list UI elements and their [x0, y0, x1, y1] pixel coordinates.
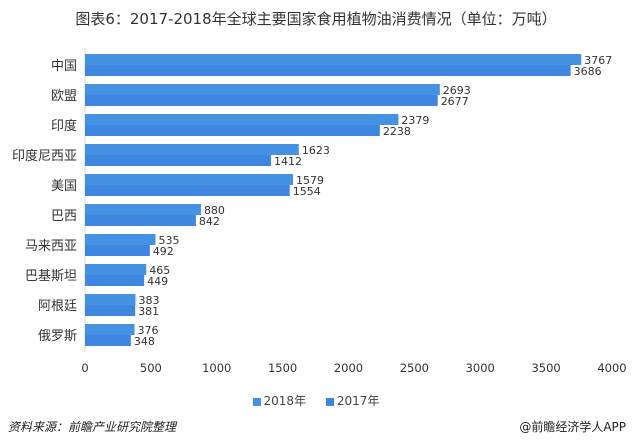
bar-2018 [85, 114, 399, 125]
category-label: 中国 [51, 59, 77, 74]
data-label: 381 [138, 305, 159, 318]
x-tick-label: 2000 [334, 361, 363, 375]
x-tick-label: 4000 [597, 361, 626, 375]
x-tick-label: 0 [81, 361, 88, 375]
bar-2018 [85, 324, 135, 335]
data-label: 1579 [296, 174, 324, 187]
x-tick-label: 500 [140, 361, 162, 375]
x-tick-label: 3500 [531, 361, 560, 375]
data-label: 2677 [441, 95, 469, 108]
bar-2017 [85, 215, 196, 226]
data-label: 348 [134, 335, 155, 348]
data-label: 842 [199, 215, 220, 228]
legend: 2018年 2017年 [0, 392, 632, 409]
bar-2018 [85, 294, 136, 305]
bar-2017 [85, 245, 150, 256]
bar-2017 [85, 65, 571, 76]
x-tick-label: 3000 [466, 361, 495, 375]
data-label: 880 [204, 204, 225, 217]
bar-2017 [85, 185, 290, 196]
category-label: 欧盟 [51, 89, 77, 104]
legend-item-2017: 2017年 [325, 392, 380, 409]
data-label: 2379 [401, 114, 429, 127]
data-label: 1412 [274, 155, 302, 168]
legend-swatch [252, 397, 261, 406]
legend-swatch [325, 397, 334, 406]
data-label: 1554 [293, 185, 321, 198]
brand-watermark: @前瞻经济学人APP [519, 420, 626, 434]
bar-2018 [85, 54, 582, 65]
data-label: 2238 [383, 125, 411, 138]
bar-2017 [85, 155, 272, 166]
data-label: 383 [138, 294, 159, 307]
data-label: 465 [149, 264, 170, 277]
x-tick-label: 2500 [400, 361, 429, 375]
bar-2017 [85, 125, 380, 136]
bar-2018 [85, 234, 156, 245]
category-label: 阿根廷 [38, 299, 77, 314]
bar-2018 [85, 174, 294, 185]
chart-title: 图表6：2017-2018年全球主要国家食用植物油消费情况（单位：万吨） [75, 10, 557, 28]
data-label: 3686 [574, 65, 602, 78]
data-label: 535 [158, 234, 179, 247]
data-label: 376 [138, 324, 159, 337]
bar-2018 [85, 84, 440, 95]
bar-2018 [85, 144, 299, 155]
data-label: 492 [153, 245, 174, 258]
category-label: 巴基斯坦 [25, 269, 77, 284]
data-label: 2693 [443, 84, 471, 97]
category-label: 美国 [51, 179, 77, 194]
category-label: 马来西亚 [25, 239, 77, 254]
x-tick-label: 1000 [202, 361, 231, 375]
category-label: 印度 [51, 118, 77, 134]
x-tick-label: 1500 [268, 361, 297, 375]
bar-2017 [85, 95, 438, 106]
bar-2018 [85, 204, 201, 215]
category-label: 巴西 [51, 209, 77, 224]
category-label: 俄罗斯 [38, 329, 77, 344]
bar-2017 [85, 275, 145, 286]
data-label: 449 [147, 275, 168, 288]
bar-2017 [85, 305, 136, 316]
data-label: 3767 [584, 54, 612, 67]
legend-item-2018: 2018年 [252, 392, 307, 409]
category-label: 印度尼西亚 [12, 148, 77, 164]
data-label: 1623 [302, 144, 330, 157]
legend-label: 2018年 [263, 394, 307, 408]
legend-label: 2017年 [336, 394, 380, 408]
bar-2018 [85, 264, 147, 275]
bar-2017 [85, 335, 131, 346]
source-note: 资料来源：前瞻产业研究院整理 [8, 420, 177, 434]
